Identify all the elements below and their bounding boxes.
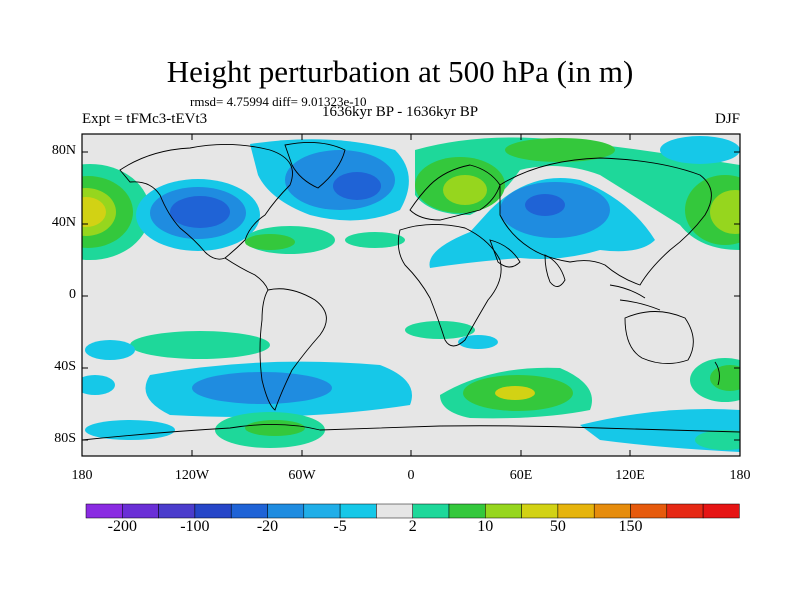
colorbar-bin-5 [230,503,268,519]
colorbar-bin-15 [593,503,631,519]
colorbar-bin-12 [485,503,522,519]
central-america-outline [224,257,269,291]
anomaly-subtropical-atlantic-core [245,234,295,250]
se-asia-islands-outline [609,284,661,311]
anomaly-europe-outer [415,137,740,250]
colorbar-bin-16 [630,503,668,519]
colorbar-bin-2 [122,503,159,519]
colorbar-bin-4 [194,503,232,519]
colorbar-bin-3 [158,503,196,519]
north-america-outline [119,144,293,260]
colorbar-bin-9 [376,503,413,519]
anomaly-spac-right-core [710,365,740,391]
arabia-outline [489,239,521,268]
africa-outline [397,223,502,347]
colorbar-label-3: -20 [256,518,279,535]
lat-label-80s: 80S [54,431,76,446]
anomaly-antarctic-green-left-core [245,420,305,436]
colorbar-bin-11 [448,503,486,519]
lon-label-0: 0 [407,468,415,483]
colorbar-label-2: -100 [180,518,210,535]
season-label: DJF [714,111,740,127]
lon-label-180-right: 180 [729,468,751,483]
lat-label-40n: 40N [51,215,76,230]
australia-outline [624,311,694,364]
colorbar-bin-13 [521,503,559,519]
anomaly-natlantic-core [333,172,381,200]
map-title: Height perturbation at 500 hPa (in m) [166,54,634,89]
colorbar-label-6: 10 [477,518,494,535]
anomaly-asia-core [525,194,565,216]
anomaly-npac-left-core [82,197,106,227]
anomaly-sind-cyan [458,335,498,349]
colorbar-bin-18 [702,503,740,519]
lat-label-40s: 40S [54,359,76,374]
lat-label-0: 0 [69,287,76,302]
lon-label-60w: 60W [288,468,316,483]
anomaly-sind-green [405,321,475,339]
anomaly-southern-ocean-mid [192,372,332,404]
map-ticks [82,134,740,456]
colorbar-label-8: 150 [618,518,643,535]
colorbar-bin-17 [666,503,704,519]
anomaly-npac-right-inner [710,190,740,234]
experiment-label: Expt = tFMc3-tEVt3 [82,111,208,127]
lon-label-180-left: 180 [71,468,93,483]
lon-label-120e: 120E [615,468,645,483]
period-label: 1636kyr BP - 1636kyr BP [322,104,479,120]
colorbar [85,503,740,519]
lat-label-80n: 80N [51,143,76,158]
greenland-outline [284,141,346,189]
anomaly-tropical-arabia [345,232,405,248]
anomaly-europe-core [443,175,487,205]
anomaly-spac-cyan [85,340,135,360]
colorbar-label-7: 50 [549,518,566,535]
anomaly-antarctic-blue-left [85,420,175,440]
lon-label-60e: 60E [509,468,533,483]
anomaly-namerica-core [170,196,230,228]
anomaly-contours [82,136,740,452]
antarctica-outline [82,424,740,441]
anomaly-southern-ocean-cyan-left [82,375,115,395]
colorbar-label-5: 2 [408,518,417,535]
india-outline [544,254,566,287]
anomaly-arctic-green [505,138,615,162]
new-zealand-outline [714,361,720,386]
anomaly-antarctic-green-right [695,430,740,450]
colorbar-bin-1 [85,503,123,519]
anomaly-pacific-cyan [660,136,740,164]
lon-label-120w: 120W [174,468,210,483]
stats-label: rmsd= 4.75994 diff= 9.01323e-10 [190,94,367,109]
colorbar-bin-6 [267,503,305,519]
south-america-outline [259,288,327,411]
colorbar-bin-14 [557,503,595,519]
colorbar-label-1: -200 [107,518,137,535]
colorbar-bin-10 [412,503,450,519]
anomaly-south-atlantic-core [495,386,535,400]
colorbar-bin-8 [339,503,377,519]
colorbar-label-4: -5 [333,518,347,535]
colorbar-bin-7 [303,503,341,519]
coastlines [82,141,740,441]
anomaly-spac-green [130,331,270,359]
